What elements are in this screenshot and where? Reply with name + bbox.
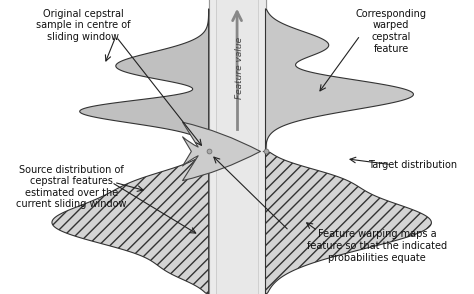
Text: Feature value: Feature value (235, 36, 244, 99)
Bar (209, 0, 216, 294)
Text: Feature warping maps a
feature so that the indicated
probabilities equate: Feature warping maps a feature so that t… (307, 229, 447, 263)
Text: Target distribution: Target distribution (368, 160, 457, 170)
Polygon shape (265, 9, 413, 151)
Text: Corresponding
warped
cepstral
feature: Corresponding warped cepstral feature (356, 9, 427, 54)
Polygon shape (265, 151, 431, 294)
Bar (216, 0, 258, 294)
Bar (258, 0, 265, 294)
Polygon shape (52, 151, 209, 294)
Polygon shape (80, 9, 209, 151)
Bar (209, 0, 265, 294)
FancyArrowPatch shape (182, 122, 260, 181)
Text: Source distribution of
cepstral features
estimated over the
current sliding wind: Source distribution of cepstral features… (16, 165, 127, 209)
Text: Original cepstral
sample in centre of
sliding window: Original cepstral sample in centre of sl… (36, 9, 130, 42)
